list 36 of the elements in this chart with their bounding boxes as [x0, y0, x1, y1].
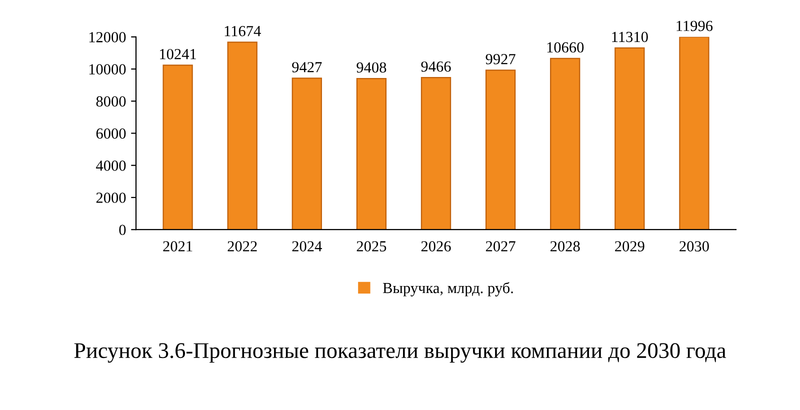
bar [356, 78, 387, 230]
x-tick-label: 2022 [228, 241, 257, 252]
x-tick-label: 2030 [680, 241, 709, 252]
y-tick-label: 0 [119, 224, 126, 236]
bar [227, 42, 258, 230]
y-tick-label: 2000 [96, 192, 126, 203]
data-label: 11674 [224, 26, 261, 36]
y-tick-label: 4000 [96, 160, 126, 171]
bar [550, 58, 580, 230]
x-tick-label: 2026 [421, 241, 451, 252]
x-tick-label: 2028 [550, 241, 580, 252]
bar [679, 36, 710, 230]
data-label: 9427 [292, 62, 322, 72]
text: Рисунок 3.6-Прогнозные показатели выручки компании до 2030 года [74, 343, 726, 363]
x-tick-label: 2029 [615, 241, 644, 252]
bar [614, 47, 645, 230]
data-label: 9408 [356, 62, 386, 73]
data-label: 10241 [160, 48, 196, 60]
y-tick-label: 8000 [96, 96, 126, 107]
x-tick-label: 2024 [292, 241, 322, 252]
y-tick-label: 12000 [89, 32, 126, 42]
x-tick-label: 2025 [356, 241, 386, 252]
bar [485, 70, 516, 230]
bar [292, 78, 322, 230]
data-label: 9927 [486, 54, 516, 64]
data-label: 10660 [547, 42, 584, 53]
data-label: 11310 [612, 32, 648, 42]
bar [162, 64, 193, 230]
data-label: 9466 [421, 61, 451, 72]
bar [420, 77, 452, 230]
legend-label: Выручка, млрд. руб. [382, 282, 513, 296]
data-label: 11996 [676, 20, 713, 32]
x-tick-label: 2021 [163, 241, 192, 252]
y-tick-label: 10000 [89, 64, 126, 74]
x-tick-label: 2027 [486, 241, 516, 252]
y-tick-label: 6000 [96, 128, 126, 139]
